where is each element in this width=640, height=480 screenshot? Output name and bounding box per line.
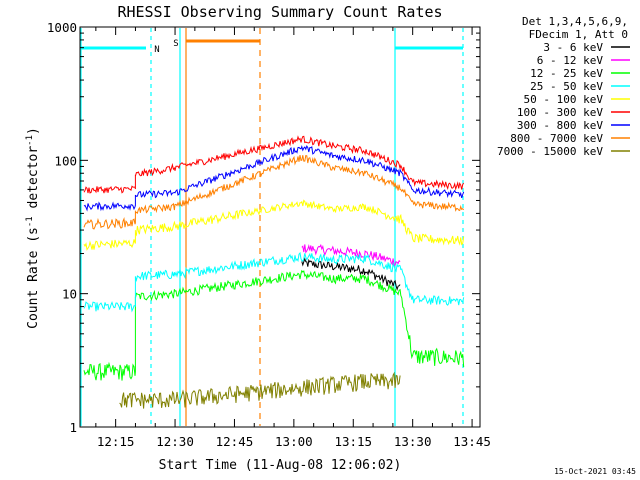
x-axis-label: Start Time (11-Aug-08 12:06:02) xyxy=(159,458,402,473)
legend-label: 12 - 25 keV xyxy=(530,67,603,80)
legend-label: 7000 - 15000 keV xyxy=(497,145,603,158)
series-12-25-kev xyxy=(83,269,465,381)
series-segment xyxy=(83,199,465,251)
series-3-6-kev xyxy=(301,257,401,291)
legend-header-2: FDecim 1, Att 0 xyxy=(529,28,628,41)
series-segment xyxy=(119,371,401,409)
x-tick-label: 13:15 xyxy=(334,434,372,449)
series-segment xyxy=(301,243,401,267)
legend-label: 6 - 12 keV xyxy=(537,54,604,67)
night-label: N xyxy=(154,45,159,55)
timestamp: 15-Oct-2021 03:45 xyxy=(554,467,636,476)
series-50-100-kev xyxy=(83,199,465,251)
x-tick-label: 13:30 xyxy=(394,434,432,449)
legend-label: 800 - 7000 keV xyxy=(510,132,603,145)
series-100-300-kev xyxy=(83,135,465,194)
series-segment xyxy=(83,135,465,194)
plot-area: NS xyxy=(80,28,465,426)
series-segment xyxy=(83,251,465,313)
legend-label: 50 - 100 keV xyxy=(524,93,604,106)
y-tick-label: 10 xyxy=(62,287,77,302)
series-300-800-kev xyxy=(83,144,465,212)
series-segment xyxy=(83,155,465,230)
legend-label: 25 - 50 keV xyxy=(530,80,603,93)
legend: Det 1,3,4,5,6,9, FDecim 1, Att 0 3 - 6 k… xyxy=(497,15,630,158)
x-tick-label: 12:45 xyxy=(216,434,254,449)
chart-title: RHESSI Observing Summary Count Rates xyxy=(117,3,442,21)
series-800-7000-kev xyxy=(83,155,465,230)
y-tick-label: 1000 xyxy=(47,20,77,35)
legend-label: 300 - 800 keV xyxy=(517,119,603,132)
x-tick-label: 12:15 xyxy=(97,434,135,449)
y-axis-label-part3: ) xyxy=(26,127,41,135)
y-axis-label-part1: Count Rate (s xyxy=(26,227,41,329)
axes: 1 10 100 1000 12:15 12:30 12:45 13:00 13:15 13:30… xyxy=(47,20,491,449)
series-25-50-kev xyxy=(83,251,465,313)
legend-label: 3 - 6 keV xyxy=(543,41,603,54)
x-tick-label: 13:00 xyxy=(275,434,313,449)
plot-frame xyxy=(79,26,481,428)
y-axis-label-sup1: -1 xyxy=(25,216,35,227)
series-segment xyxy=(83,144,465,212)
y-tick-label: 1 xyxy=(69,420,77,435)
series-6-12-kev xyxy=(301,243,401,267)
series-7000-15000-kev xyxy=(119,371,401,409)
saa-label: S xyxy=(173,39,178,49)
series-segment xyxy=(301,257,401,291)
series-segment xyxy=(83,269,465,381)
y-axis-label: Count Rate (s-1 detector-1) xyxy=(25,127,41,329)
x-tick-label: 12:30 xyxy=(156,434,194,449)
x-tick-label: 13:45 xyxy=(453,434,491,449)
y-tick-label: 100 xyxy=(54,153,77,168)
y-axis-label-sup2: -1 xyxy=(25,135,35,146)
legend-header-1: Det 1,3,4,5,6,9, xyxy=(522,15,628,28)
y-axis-label-part2: detector xyxy=(26,146,41,217)
legend-label: 100 - 300 keV xyxy=(517,106,603,119)
